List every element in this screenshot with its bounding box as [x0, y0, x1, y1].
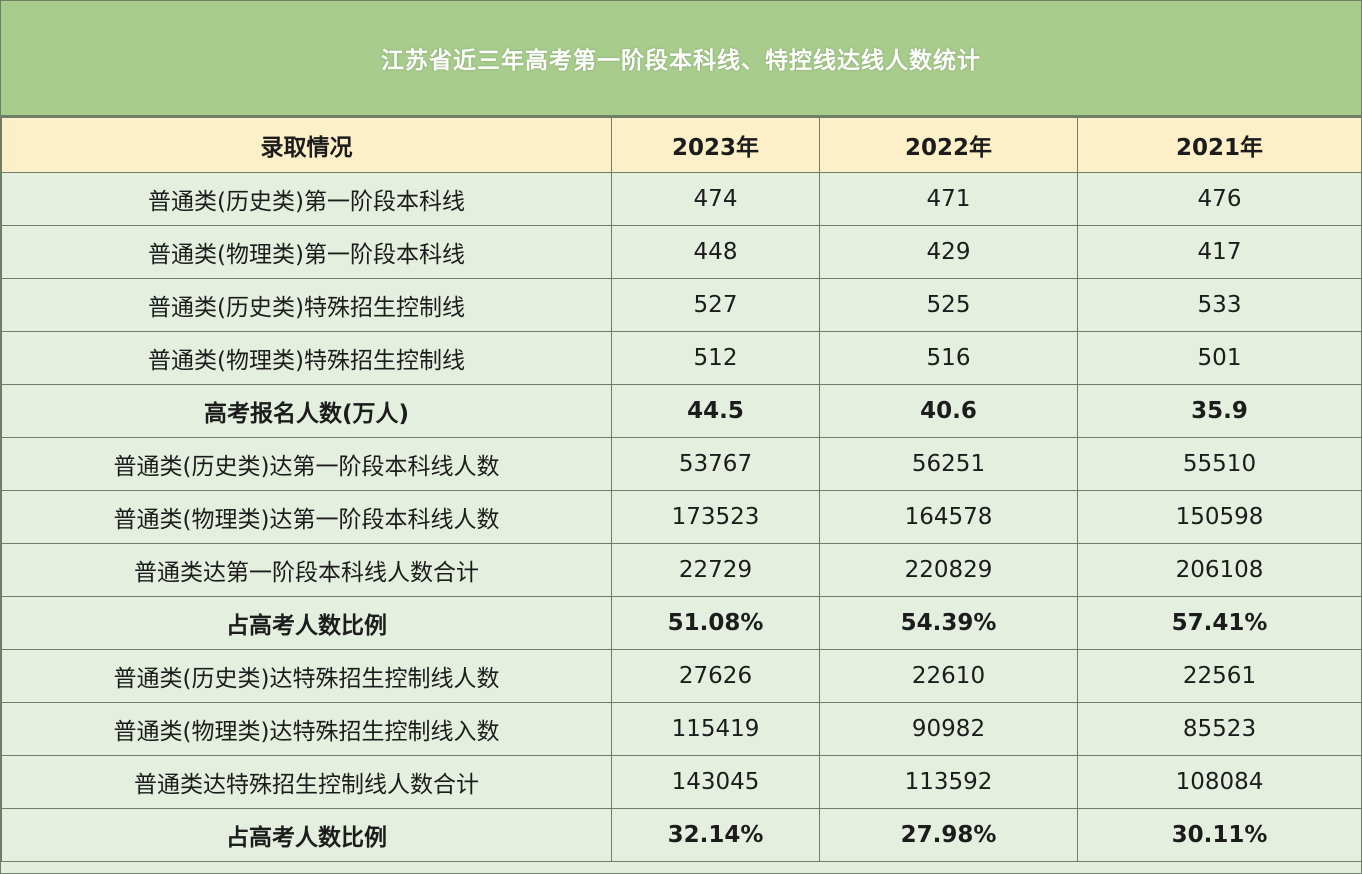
cell-2022: 90982 — [819, 702, 1078, 756]
row-label: 占高考人数比例 — [1, 596, 612, 650]
cell-2021: 57.41% — [1077, 596, 1362, 650]
cell-2021: 22561 — [1077, 649, 1362, 703]
row-label: 高考报名人数(万人) — [1, 384, 612, 438]
header-row: 录取情况 2023年 2022年 2021年 — [1, 117, 1362, 173]
table-row: 高考报名人数(万人) 44.5 40.6 35.9 — [1, 384, 1362, 438]
cell-2021: 417 — [1077, 225, 1362, 279]
header-cell-2023: 2023年 — [611, 117, 820, 173]
table-row: 普通类达特殊招生控制线人数合计 143045 113592 108084 — [1, 755, 1362, 809]
cell-2021: 55510 — [1077, 437, 1362, 491]
table-row: 普通类(物理类)达特殊招生控制线入数 115419 90982 85523 — [1, 702, 1362, 756]
cell-2021: 206108 — [1077, 543, 1362, 597]
row-label: 普通类(历史类)达特殊招生控制线人数 — [1, 649, 612, 703]
cell-2021: 533 — [1077, 278, 1362, 332]
table-title: 江苏省近三年高考第一阶段本科线、特控线达线人数统计 — [1, 1, 1361, 117]
cell-2023: 115419 — [611, 702, 820, 756]
row-label: 普通类达第一阶段本科线人数合计 — [1, 543, 612, 597]
row-label: 普通类(历史类)特殊招生控制线 — [1, 278, 612, 332]
cell-2022: 525 — [819, 278, 1078, 332]
cell-2022: 54.39% — [819, 596, 1078, 650]
cell-2023: 27626 — [611, 649, 820, 703]
cell-2023: 143045 — [611, 755, 820, 809]
row-label: 普通类(历史类)第一阶段本科线 — [1, 172, 612, 226]
table-row: 普通类达第一阶段本科线人数合计 22729 220829 206108 — [1, 543, 1362, 597]
cell-2023: 474 — [611, 172, 820, 226]
table-row: 普通类(物理类)特殊招生控制线 512 516 501 — [1, 331, 1362, 385]
row-label: 占高考人数比例 — [1, 808, 612, 862]
cell-2021: 476 — [1077, 172, 1362, 226]
cell-2023: 173523 — [611, 490, 820, 544]
cell-2022: 113592 — [819, 755, 1078, 809]
cell-2023: 527 — [611, 278, 820, 332]
cell-2023: 448 — [611, 225, 820, 279]
cell-2022: 164578 — [819, 490, 1078, 544]
admission-stats-table: 录取情况 2023年 2022年 2021年 普通类(历史类)第一阶段本科线 4… — [1, 117, 1362, 862]
cell-2021: 85523 — [1077, 702, 1362, 756]
table-row: 普通类(历史类)达第一阶段本科线人数 53767 56251 55510 — [1, 437, 1362, 491]
cell-2021: 150598 — [1077, 490, 1362, 544]
cell-2022: 516 — [819, 331, 1078, 385]
cell-2022: 40.6 — [819, 384, 1078, 438]
cell-2022: 471 — [819, 172, 1078, 226]
table-row: 普通类(物理类)第一阶段本科线 448 429 417 — [1, 225, 1362, 279]
header-cell-category: 录取情况 — [1, 117, 612, 173]
row-label: 普通类(物理类)第一阶段本科线 — [1, 225, 612, 279]
cell-2023: 44.5 — [611, 384, 820, 438]
cell-2023: 32.14% — [611, 808, 820, 862]
table-row: 普通类(物理类)达第一阶段本科线人数 173523 164578 150598 — [1, 490, 1362, 544]
table-row: 普通类(历史类)特殊招生控制线 527 525 533 — [1, 278, 1362, 332]
table-row: 占高考人数比例 32.14% 27.98% 30.11% — [1, 808, 1362, 862]
cell-2023: 22729 — [611, 543, 820, 597]
header-cell-2022: 2022年 — [819, 117, 1078, 173]
cell-2021: 501 — [1077, 331, 1362, 385]
cell-2023: 512 — [611, 331, 820, 385]
cell-2023: 53767 — [611, 437, 820, 491]
cell-2021: 30.11% — [1077, 808, 1362, 862]
cell-2021: 108084 — [1077, 755, 1362, 809]
cell-2021: 35.9 — [1077, 384, 1362, 438]
row-label: 普通类(物理类)达第一阶段本科线人数 — [1, 490, 612, 544]
row-label: 普通类(历史类)达第一阶段本科线人数 — [1, 437, 612, 491]
row-label: 普通类(物理类)特殊招生控制线 — [1, 331, 612, 385]
cell-2022: 429 — [819, 225, 1078, 279]
row-label: 普通类(物理类)达特殊招生控制线入数 — [1, 702, 612, 756]
cell-2023: 51.08% — [611, 596, 820, 650]
table-row: 占高考人数比例 51.08% 54.39% 57.41% — [1, 596, 1362, 650]
table-row: 普通类(历史类)达特殊招生控制线人数 27626 22610 22561 — [1, 649, 1362, 703]
row-label: 普通类达特殊招生控制线人数合计 — [1, 755, 612, 809]
cell-2022: 27.98% — [819, 808, 1078, 862]
header-cell-2021: 2021年 — [1077, 117, 1362, 173]
cell-2022: 22610 — [819, 649, 1078, 703]
cell-2022: 220829 — [819, 543, 1078, 597]
table-row: 普通类(历史类)第一阶段本科线 474 471 476 — [1, 172, 1362, 226]
cell-2022: 56251 — [819, 437, 1078, 491]
